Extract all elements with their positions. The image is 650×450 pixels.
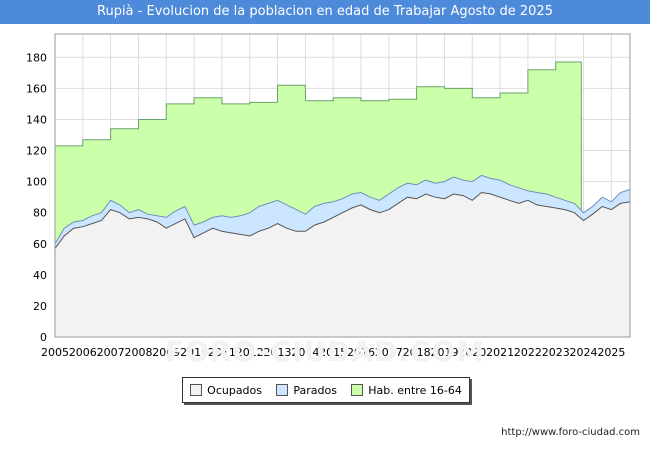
- x-tick-label: 2024: [570, 346, 598, 359]
- line-hab-entre-16-64: [55, 61, 582, 338]
- x-tick-label: 2025: [597, 346, 625, 359]
- legend-label-parados: Parados: [293, 383, 337, 397]
- y-tick-label: 80: [33, 207, 47, 220]
- source-url: http://www.foro-ciudad.com: [501, 427, 640, 438]
- legend-swatch-ocupados: [190, 384, 203, 396]
- x-tick-label: 2021: [486, 346, 514, 359]
- x-tick-label: 2019: [430, 346, 458, 359]
- legend-swatch-hab: [351, 384, 364, 396]
- x-tick-label: 2017: [375, 346, 403, 359]
- x-tick-label: 2005: [41, 346, 69, 359]
- y-tick-label: 140: [26, 113, 47, 126]
- x-tick-label: 2015: [319, 346, 347, 359]
- legend-label-ocupados: Ocupados: [207, 383, 263, 397]
- x-tick-label: 2016: [347, 346, 375, 359]
- legend-item-hab: Hab. entre 16-64: [351, 384, 462, 397]
- y-tick-label: 180: [26, 51, 47, 64]
- line-parados: [54, 174, 631, 245]
- y-tick-label: 60: [33, 238, 47, 251]
- x-tick-label: 2018: [403, 346, 431, 359]
- y-tick-label: 160: [26, 82, 47, 95]
- line-ocupados: [54, 191, 631, 249]
- x-tick-label: 2006: [69, 346, 97, 359]
- area-ocupados: [55, 192, 630, 337]
- y-tick-label: 0: [40, 331, 47, 344]
- legend: Ocupados Parados Hab. entre 16-64: [182, 377, 470, 403]
- x-tick-label: 2007: [97, 346, 125, 359]
- y-tick-label: 100: [26, 176, 47, 189]
- x-tick-label: 2020: [458, 346, 486, 359]
- x-tick-label: 2009: [152, 346, 180, 359]
- legend-item-parados: Parados: [276, 384, 337, 397]
- chart-title: Rupià - Evolucion de la poblacion en eda…: [0, 0, 650, 24]
- x-tick-label: 2014: [291, 346, 319, 359]
- x-tick-label: 2008: [124, 346, 152, 359]
- x-tick-label: 2023: [542, 346, 570, 359]
- plot-frame: [54, 33, 631, 338]
- watermark: FORO-CIUDAD.COM: [165, 335, 486, 368]
- y-tick-label: 40: [33, 269, 47, 282]
- x-tick-label: 2010: [180, 346, 208, 359]
- legend-item-ocupados: Ocupados: [190, 384, 262, 397]
- legend-label-hab: Hab. entre 16-64: [368, 383, 462, 397]
- chart-frame: 0 20 40 60 80 100 120 140 160 180 2005 2006 2007 2008…: [0, 24, 650, 450]
- legend-swatch-parados: [276, 384, 289, 396]
- x-tick-label: 2011: [208, 346, 236, 359]
- y-tick-label: 120: [26, 145, 47, 158]
- x-tick-label: 2022: [514, 346, 542, 359]
- x-tick-label: 2012: [236, 346, 264, 359]
- y-tick-label: 20: [33, 300, 47, 313]
- chart-svg: 0 20 40 60 80 100 120 140 160 180 2005 2006 2007 2008…: [26, 33, 631, 359]
- x-tick-label: 2013: [264, 346, 292, 359]
